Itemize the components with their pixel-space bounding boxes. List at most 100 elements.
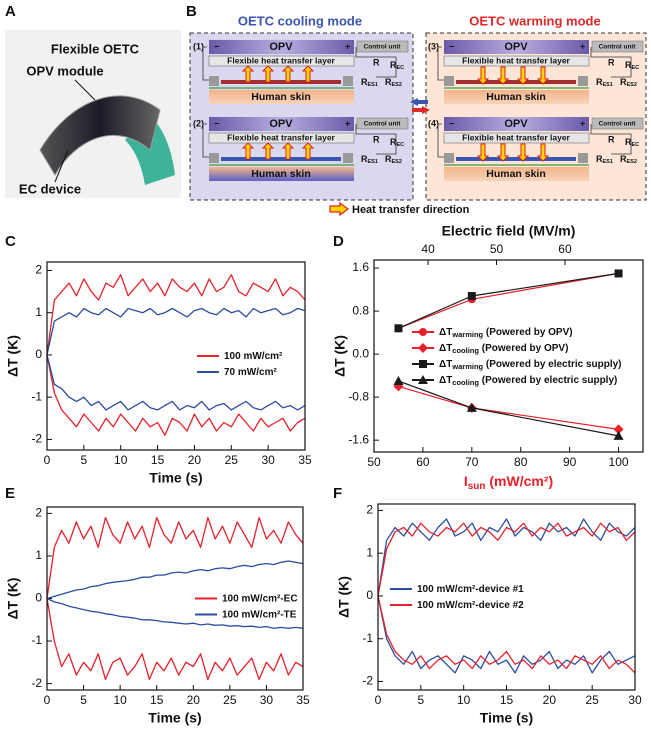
series-line bbox=[398, 380, 619, 437]
electrode bbox=[343, 153, 353, 163]
x-tick-label: 25 bbox=[223, 693, 237, 707]
y-axis-label: ΔT (K) bbox=[332, 335, 348, 377]
series-line bbox=[46, 354, 306, 411]
y-tick-label: 1 bbox=[35, 305, 42, 319]
heat-arrow bbox=[476, 66, 490, 85]
electrode bbox=[209, 76, 219, 86]
marker bbox=[418, 343, 428, 353]
marker bbox=[613, 430, 624, 440]
heat-arrow bbox=[496, 143, 510, 162]
x-axis-label-main: I bbox=[464, 473, 468, 489]
x-axis-label-rest: (mW/cm²) bbox=[486, 473, 554, 489]
photo: A Flexible OETC OPV module EC device bbox=[5, 3, 181, 198]
legend-name: ΔT bbox=[439, 359, 452, 370]
heat-arrow bbox=[301, 142, 315, 160]
y-tick-label: -1 bbox=[362, 631, 373, 645]
x-axis-label: Time (s) bbox=[149, 470, 202, 486]
legend-label: 100 mW/cm²-device #2 bbox=[417, 600, 524, 611]
control-label: Control unit bbox=[364, 44, 402, 51]
resistor-letter: R bbox=[361, 77, 368, 87]
resistor-label: RES2 bbox=[620, 77, 637, 88]
x-tick-label: 100 bbox=[609, 455, 629, 469]
heat-layer bbox=[443, 132, 590, 144]
marker bbox=[419, 328, 427, 336]
opv-layer bbox=[444, 117, 589, 131]
legend-note: (Powered by OPV) bbox=[483, 327, 572, 338]
plot-frame bbox=[46, 506, 304, 691]
r-label: R bbox=[373, 134, 380, 144]
ec-film bbox=[456, 80, 576, 84]
film bbox=[39, 95, 161, 176]
resistor-sub: ES2 bbox=[627, 159, 637, 165]
resistor-letter: R bbox=[385, 77, 392, 87]
heat-layer-label: Flexible heat transfer layer bbox=[227, 55, 335, 65]
legend-sub: cooling bbox=[452, 378, 479, 387]
switch-arrow bbox=[410, 98, 428, 106]
skin-label: Human skin bbox=[486, 168, 546, 180]
opv-sign: + bbox=[580, 41, 585, 51]
x-tick-label: 35 bbox=[296, 693, 310, 707]
pointer bbox=[54, 149, 69, 183]
resistor-sub: ES2 bbox=[627, 82, 637, 88]
x-tick-label: 0 bbox=[375, 693, 382, 707]
marker bbox=[467, 292, 476, 301]
x-axis-label-sub: sun bbox=[468, 481, 486, 492]
series-line bbox=[46, 597, 304, 629]
legend-name: ΔT bbox=[439, 327, 452, 338]
legend-note: (Powered by electric supply) bbox=[479, 375, 617, 386]
heat-layer bbox=[443, 55, 590, 67]
resistor-label: REC bbox=[390, 137, 404, 148]
y-tick-label: -1 bbox=[31, 389, 42, 403]
control-unit bbox=[356, 40, 409, 53]
resistor-sub: EC bbox=[397, 65, 405, 71]
opv-sign: − bbox=[214, 41, 219, 51]
legend-label: ΔTwarming (Powered by OPV) bbox=[439, 327, 573, 339]
x-tick-label: 80 bbox=[514, 455, 528, 469]
plot-frame bbox=[373, 259, 644, 453]
legend-name: 70 mW/cm² bbox=[224, 367, 277, 378]
legend-name: ΔT bbox=[439, 375, 452, 386]
series-line bbox=[377, 522, 636, 597]
mode-title: OETC warming mode bbox=[469, 13, 600, 28]
skin-label: Human skin bbox=[486, 91, 546, 103]
x-tick-label: 30 bbox=[260, 693, 274, 707]
x-tick-label: 10 bbox=[114, 453, 128, 467]
x-tick-label: 30 bbox=[261, 453, 275, 467]
legend-name: 100 mW/cm²-TE bbox=[222, 609, 297, 620]
heat-arrow bbox=[301, 65, 315, 83]
cell-tag: (1) bbox=[193, 41, 204, 51]
r-label: R bbox=[608, 57, 615, 67]
cell-tag: (3) bbox=[428, 41, 439, 51]
resistor-letter: R bbox=[596, 77, 603, 87]
resistor-label: RES1 bbox=[361, 154, 378, 165]
electrode bbox=[444, 153, 454, 163]
resistor-sub: ES1 bbox=[368, 159, 378, 165]
x-tick-label: 5 bbox=[417, 693, 424, 707]
legend-label: 100 mW/cm²-EC bbox=[222, 593, 298, 604]
y-tick-label: 0 bbox=[35, 591, 42, 605]
x-axis-label: Isun (mW/cm²) bbox=[464, 473, 553, 492]
y-tick-label: -0.8 bbox=[348, 389, 369, 403]
resistor-sub: ES1 bbox=[603, 82, 613, 88]
pointer bbox=[74, 79, 96, 101]
heat-arrow bbox=[476, 143, 490, 162]
opv-sign: + bbox=[345, 118, 350, 128]
heat-layer-label: Flexible heat transfer layer bbox=[227, 132, 335, 142]
cell-tag: (2) bbox=[193, 118, 204, 128]
panel-letter: C bbox=[5, 233, 16, 250]
skin-layer bbox=[209, 167, 354, 181]
y-tick-label: -2 bbox=[31, 676, 42, 690]
legend-sub: warming bbox=[451, 362, 483, 371]
y-tick-label: 1.6 bbox=[352, 260, 369, 274]
panel-letter: A bbox=[5, 3, 16, 20]
control-label: Control unit bbox=[599, 121, 637, 128]
resistor-letter: R bbox=[361, 154, 368, 164]
electrode bbox=[578, 153, 588, 163]
resistor-sub: EC bbox=[632, 142, 640, 148]
x-tick-label: 5 bbox=[81, 453, 88, 467]
ec-film bbox=[456, 157, 576, 161]
series-line bbox=[377, 518, 636, 596]
photo-label: EC device bbox=[19, 181, 81, 196]
heat-arrow bbox=[536, 143, 550, 162]
x-tick-label: 30 bbox=[628, 693, 642, 707]
